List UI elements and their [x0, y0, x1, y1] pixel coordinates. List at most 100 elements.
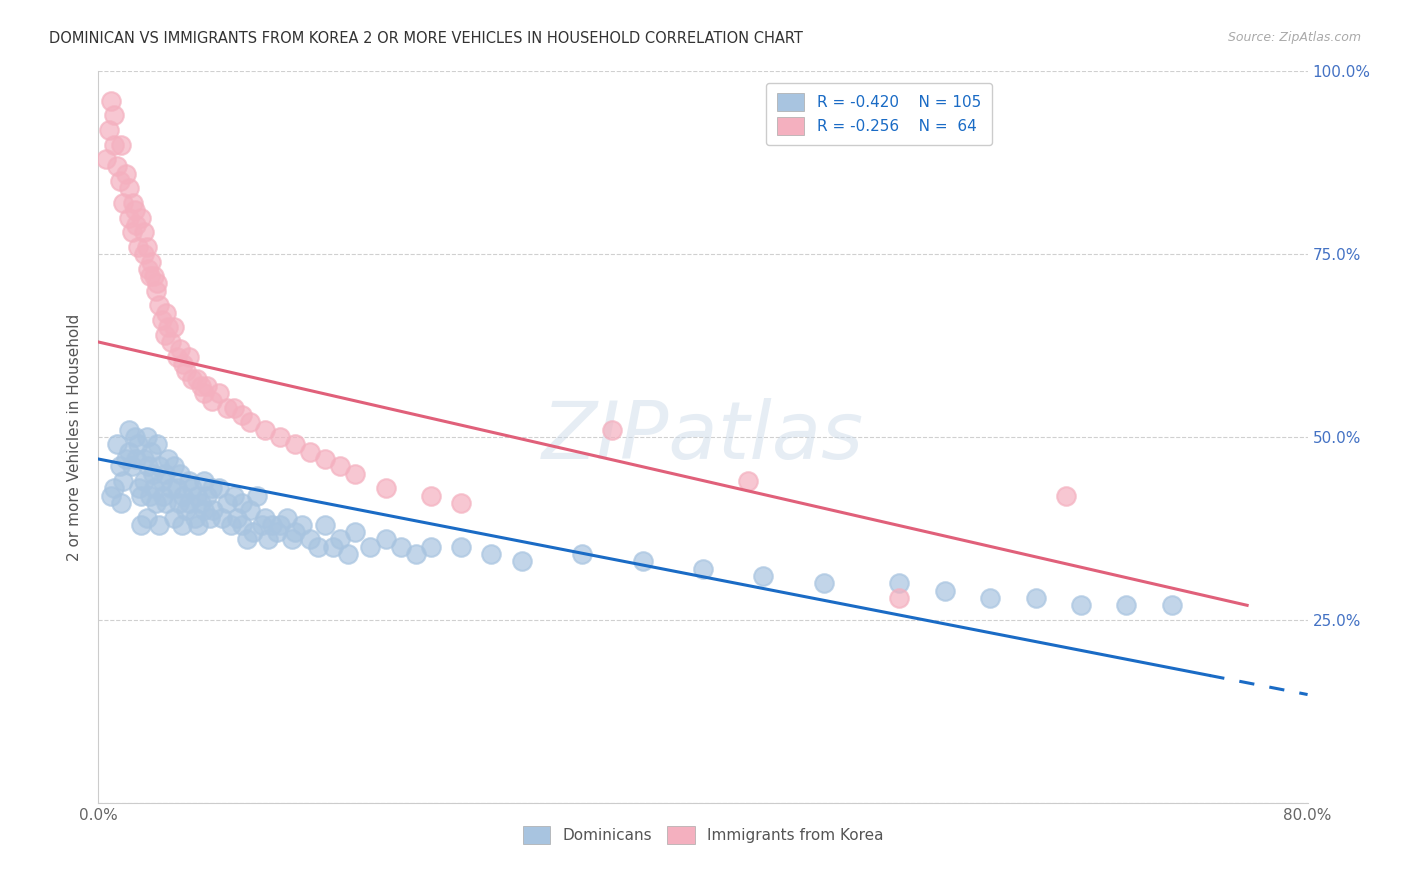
Point [571, 547, 593, 561]
Y-axis label: 2 or more Vehicles in Household: 2 or more Vehicles in Household [67, 313, 83, 561]
Point [299, 444, 322, 458]
Point [150, 313, 173, 327]
Point [374, 481, 396, 495]
Point [156, 452, 179, 467]
Point [135, 430, 157, 444]
Point [132, 452, 155, 467]
Point [160, 481, 183, 495]
Point [174, 503, 197, 517]
Point [155, 496, 177, 510]
Text: DOMINICAN VS IMMIGRANTS FROM KOREA 2 OR MORE VEHICLES IN HOUSEHOLD CORRELATION C: DOMINICAN VS IMMIGRANTS FROM KOREA 2 OR … [49, 31, 803, 46]
Point [143, 481, 166, 495]
Text: Source: ZipAtlas.com: Source: ZipAtlas.com [1227, 31, 1361, 45]
Point [129, 489, 152, 503]
Point [307, 540, 329, 554]
Point [179, 474, 201, 488]
Point [889, 576, 911, 591]
Point [105, 160, 128, 174]
Point [190, 496, 212, 510]
Point [224, 489, 246, 503]
Point [299, 533, 322, 547]
Point [148, 517, 170, 532]
Point [226, 510, 249, 524]
Point [1024, 591, 1046, 605]
Point [118, 181, 141, 195]
Point [284, 525, 307, 540]
Point [152, 489, 174, 503]
Point [231, 496, 253, 510]
Point [215, 401, 238, 415]
Point [1115, 599, 1137, 613]
Point [737, 474, 759, 488]
Point [146, 277, 169, 291]
Point [284, 437, 307, 451]
Text: ZIPatlas: ZIPatlas [541, 398, 865, 476]
Point [201, 393, 224, 408]
Point [314, 452, 336, 467]
Point [100, 489, 122, 503]
Point [208, 386, 231, 401]
Point [143, 269, 166, 284]
Point [450, 496, 472, 510]
Point [132, 247, 155, 261]
Point [121, 459, 143, 474]
Point [1070, 599, 1092, 613]
Point [114, 452, 136, 467]
Point [193, 474, 215, 488]
Point [208, 481, 231, 495]
Point [136, 261, 159, 276]
Point [253, 423, 276, 437]
Point [153, 327, 176, 342]
Point [169, 467, 191, 481]
Point [132, 474, 155, 488]
Point [167, 496, 190, 510]
Point [200, 510, 222, 524]
Point [322, 540, 344, 554]
Point [110, 496, 132, 510]
Point [103, 108, 125, 122]
Point [145, 284, 167, 298]
Point [631, 554, 654, 568]
Point [136, 459, 159, 474]
Point [242, 525, 264, 540]
Point [389, 540, 412, 554]
Point [752, 569, 775, 583]
Point [129, 517, 152, 532]
Point [374, 533, 396, 547]
Point [266, 525, 288, 540]
Point [256, 533, 278, 547]
Point [172, 489, 194, 503]
Point [132, 225, 155, 239]
Point [105, 437, 128, 451]
Point [186, 489, 208, 503]
Point [231, 408, 253, 422]
Point [239, 416, 262, 430]
Point [135, 240, 157, 254]
Point [269, 517, 291, 532]
Point [420, 540, 443, 554]
Point [510, 554, 533, 568]
Point [166, 481, 188, 495]
Point [121, 225, 143, 239]
Point [186, 371, 208, 385]
Point [122, 196, 145, 211]
Point [190, 379, 212, 393]
Point [169, 343, 191, 357]
Point [195, 379, 218, 393]
Point [231, 517, 253, 532]
Point [221, 517, 243, 532]
Point [98, 123, 121, 137]
Point [127, 240, 149, 254]
Point [163, 510, 186, 524]
Point [405, 547, 427, 561]
Point [215, 496, 238, 510]
Point [481, 547, 503, 561]
Point [94, 152, 117, 166]
Point [111, 196, 134, 211]
Point [100, 94, 122, 108]
Point [692, 562, 714, 576]
Point [150, 474, 173, 488]
Point [174, 364, 197, 378]
Point [114, 167, 136, 181]
Point [276, 510, 298, 524]
